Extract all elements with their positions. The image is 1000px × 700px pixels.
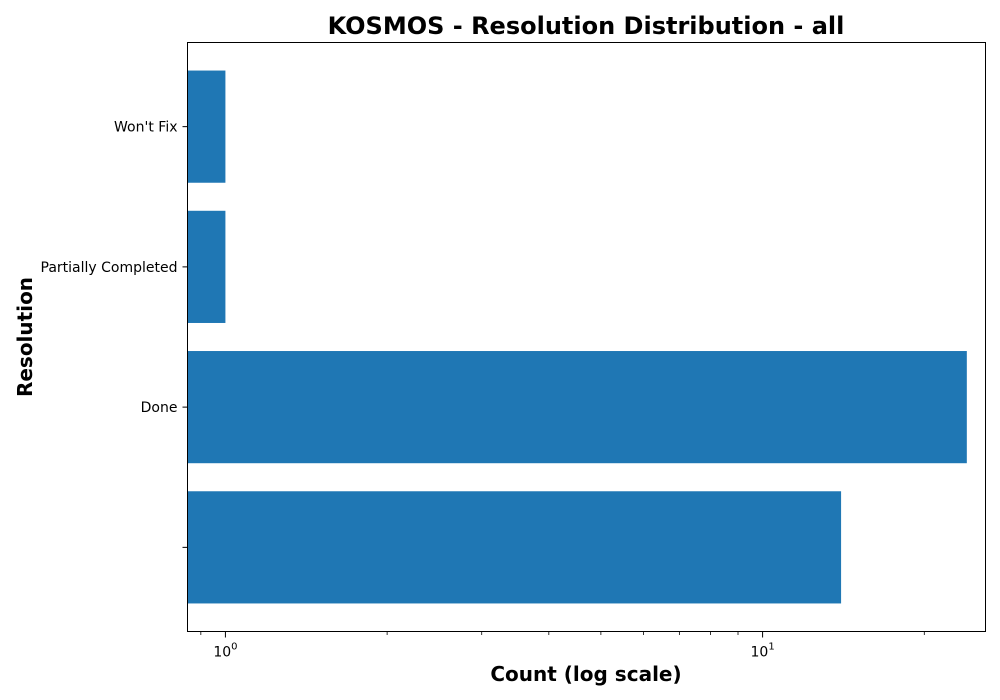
bar-done (187, 351, 967, 464)
y-tick-label: Partially Completed (41, 260, 178, 276)
chart-title: KOSMOS - Resolution Distribution - all (328, 12, 845, 40)
y-axis-label: Resolution (13, 277, 37, 397)
x-axis-ticks: 100 101 (200, 631, 925, 661)
bar-won-t-fix (187, 70, 226, 183)
x-axis-label: Count (log scale) (490, 662, 681, 686)
plot-frame (187, 42, 986, 632)
y-tick-label: Won't Fix (114, 120, 177, 136)
y-tick-label: Done (141, 400, 178, 416)
x-tick-label: 101 (750, 642, 774, 661)
y-axis-ticks: Done Partially Completed Won't Fix (41, 120, 188, 548)
x-tick-label: 100 (213, 642, 237, 661)
bar-unlabeled (187, 491, 842, 604)
bar-partially-completed (187, 210, 226, 323)
bars-group (187, 70, 967, 604)
